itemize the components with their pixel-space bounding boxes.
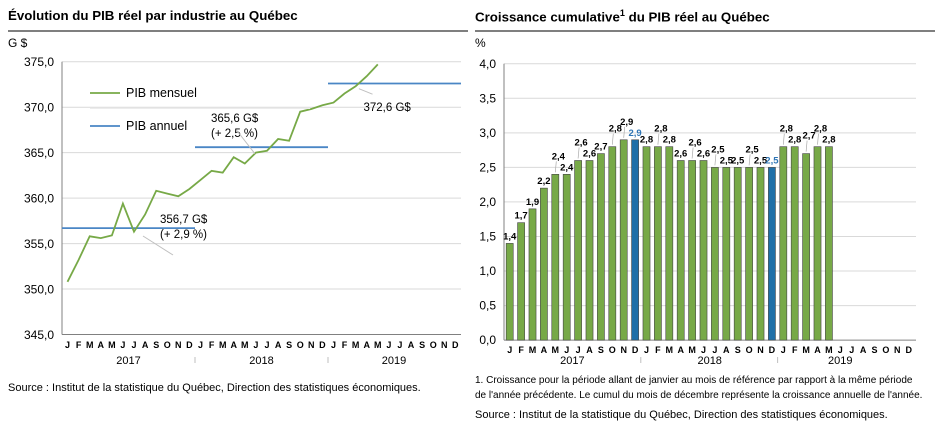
svg-text:D: D bbox=[769, 345, 776, 355]
svg-text:2019: 2019 bbox=[828, 355, 852, 367]
svg-text:M: M bbox=[529, 345, 537, 355]
svg-text:F: F bbox=[518, 345, 524, 355]
svg-text:2,6: 2,6 bbox=[697, 149, 710, 160]
svg-text:O: O bbox=[746, 345, 753, 355]
svg-text:M: M bbox=[688, 345, 696, 355]
svg-text:1,7: 1,7 bbox=[514, 211, 527, 222]
svg-text:A: A bbox=[814, 345, 821, 355]
svg-text:2018: 2018 bbox=[249, 355, 273, 367]
svg-text:2018: 2018 bbox=[697, 355, 721, 367]
svg-text:2,5: 2,5 bbox=[765, 155, 779, 166]
svg-text:J: J bbox=[564, 345, 569, 355]
svg-text:2,5: 2,5 bbox=[745, 144, 759, 155]
svg-text:2,7: 2,7 bbox=[594, 142, 607, 153]
svg-text:2017: 2017 bbox=[560, 355, 584, 367]
svg-text:F: F bbox=[792, 345, 798, 355]
svg-text:2,8: 2,8 bbox=[788, 135, 801, 146]
svg-text:2,8: 2,8 bbox=[654, 124, 667, 135]
svg-text:J: J bbox=[712, 345, 717, 355]
svg-text:2,8: 2,8 bbox=[822, 135, 835, 146]
svg-text:S: S bbox=[598, 345, 604, 355]
svg-text:2,4: 2,4 bbox=[552, 151, 566, 162]
svg-text:M: M bbox=[825, 345, 833, 355]
svg-text:2,6: 2,6 bbox=[574, 138, 587, 149]
svg-text:2,6: 2,6 bbox=[688, 138, 701, 149]
svg-text:J: J bbox=[576, 345, 581, 355]
svg-text:3,0: 3,0 bbox=[479, 126, 496, 140]
svg-text:2,5: 2,5 bbox=[711, 144, 725, 155]
svg-text:J: J bbox=[701, 345, 706, 355]
svg-text:A: A bbox=[723, 345, 730, 355]
svg-text:N: N bbox=[894, 345, 901, 355]
svg-text:M: M bbox=[552, 345, 560, 355]
svg-text:2019: 2019 bbox=[382, 355, 406, 367]
svg-text:M: M bbox=[666, 345, 674, 355]
svg-text:O: O bbox=[882, 345, 889, 355]
svg-text:N: N bbox=[620, 345, 627, 355]
svg-text:1,9: 1,9 bbox=[526, 197, 539, 208]
svg-text:A: A bbox=[677, 345, 684, 355]
svg-text:2,4: 2,4 bbox=[560, 162, 574, 173]
svg-text:2,2: 2,2 bbox=[537, 176, 550, 187]
svg-text:J: J bbox=[849, 345, 854, 355]
svg-text:N: N bbox=[757, 345, 764, 355]
svg-text:2,5: 2,5 bbox=[479, 160, 496, 174]
svg-text:O: O bbox=[609, 345, 616, 355]
svg-text:1,0: 1,0 bbox=[479, 264, 496, 278]
svg-text:J: J bbox=[781, 345, 786, 355]
svg-text:0,5: 0,5 bbox=[479, 299, 496, 313]
svg-text:S: S bbox=[735, 345, 741, 355]
svg-text:J: J bbox=[838, 345, 843, 355]
svg-text:2,5: 2,5 bbox=[731, 155, 745, 166]
svg-text:2,6: 2,6 bbox=[674, 149, 687, 160]
svg-text:A: A bbox=[586, 345, 593, 355]
svg-text:2,9: 2,9 bbox=[620, 117, 633, 128]
svg-text:M: M bbox=[802, 345, 810, 355]
svg-text:D: D bbox=[632, 345, 639, 355]
svg-text:1,5: 1,5 bbox=[479, 230, 496, 244]
svg-text:2,8: 2,8 bbox=[640, 135, 653, 146]
svg-text:3,5: 3,5 bbox=[479, 91, 496, 105]
svg-text:2,8: 2,8 bbox=[663, 135, 676, 146]
svg-text:2017: 2017 bbox=[116, 355, 140, 367]
svg-text:4,0: 4,0 bbox=[479, 57, 496, 71]
svg-text:2,0: 2,0 bbox=[479, 195, 496, 209]
svg-text:2,8: 2,8 bbox=[780, 124, 793, 135]
svg-text:S: S bbox=[871, 345, 877, 355]
svg-text:J: J bbox=[507, 345, 512, 355]
svg-text:2,8: 2,8 bbox=[814, 124, 827, 135]
svg-text:A: A bbox=[860, 345, 867, 355]
svg-text:0,0: 0,0 bbox=[479, 333, 496, 347]
svg-text:J: J bbox=[644, 345, 649, 355]
svg-text:D: D bbox=[905, 345, 912, 355]
svg-text:1,4: 1,4 bbox=[503, 231, 517, 242]
svg-text:A: A bbox=[541, 345, 548, 355]
svg-text:F: F bbox=[655, 345, 661, 355]
